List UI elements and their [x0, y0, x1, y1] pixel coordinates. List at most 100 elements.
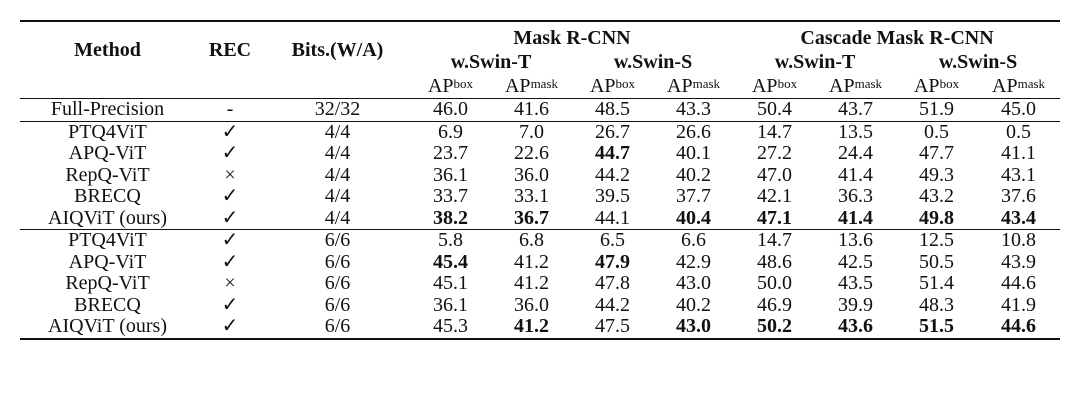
value-cell: 44.2	[595, 293, 630, 316]
value-cell: 43.5	[838, 272, 874, 294]
value-cell: 33.7	[433, 185, 468, 207]
value-cell: 43.1	[1001, 163, 1037, 186]
value-cell: 40.1	[676, 142, 712, 164]
rec-cell: ✓	[195, 120, 265, 143]
value-cell: 46.0	[410, 98, 491, 121]
value-cell: 14.7	[734, 229, 816, 252]
table-row: RepQ-ViT × 6/6 45.1 41.2 47.8 43.0 50.0 43.5 51.4…	[20, 272, 1060, 295]
value-cell: 45.1	[433, 272, 468, 294]
table-row: APQ-ViT ✓ 6/6 45.4 41.2 47.9 42.9 48.6 42.5 50.5 4…	[20, 250, 1060, 274]
bits-cell: 4/4	[324, 142, 351, 164]
rec-cell: ✓	[221, 250, 239, 273]
table-row: APQ-ViT ✓ 4/4 23.7 22.6 44.7 40.1 27.2 24.4 47.7 4…	[20, 142, 1060, 165]
rec-cell: ✓	[221, 185, 239, 207]
bits-cell: 4/4	[324, 206, 351, 229]
value-cell: 42.1	[757, 185, 793, 207]
value-cell: 51.4	[919, 272, 955, 294]
method-cell: AIQViT (ours)	[48, 206, 167, 229]
header-ap-mask: APmask	[815, 74, 897, 99]
value-cell: 43.6	[815, 315, 897, 340]
bits-cell: 4/4	[324, 185, 351, 207]
rec-cell: ×	[224, 163, 236, 186]
value-cell: 45.0	[977, 98, 1061, 121]
value-cell: 26.6	[653, 120, 735, 143]
method-cell: RepQ-ViT	[65, 163, 150, 186]
value-cell: 41.4	[838, 206, 874, 229]
value-cell: 51.9	[896, 98, 978, 121]
value-cell: 22.6	[514, 142, 549, 164]
value-cell: 47.0	[757, 163, 793, 186]
value-cell: 42.9	[676, 250, 712, 273]
value-cell: 47.7	[919, 142, 955, 164]
rec-cell: ×	[224, 272, 236, 294]
bits-cell: 32/32	[265, 98, 410, 121]
value-cell: 49.8	[919, 206, 955, 229]
header-ap-box: APbox	[896, 74, 978, 99]
value-cell: 45.3	[410, 315, 491, 340]
value-cell: 48.5	[572, 98, 653, 121]
value-cell: 43.3	[653, 98, 735, 121]
value-cell: 43.0	[653, 315, 735, 340]
value-cell: 51.5	[896, 315, 978, 340]
value-cell: 47.1	[757, 206, 793, 229]
method-cell: BRECQ	[74, 293, 141, 316]
table-row: PTQ4ViT ✓ 6/6 5.8 6.8 6.5 6.6 14.7 13.6 12.5 10.8	[20, 229, 1061, 252]
value-cell: 50.4	[734, 98, 816, 121]
value-cell: 45.4	[433, 250, 468, 273]
header-ap-box: APbox	[572, 74, 653, 99]
value-cell: 46.9	[757, 293, 793, 316]
rec-cell: ✓	[195, 315, 265, 340]
value-cell: 39.5	[595, 185, 630, 207]
header-cascade-swin-s: w.Swin-S	[938, 51, 1018, 73]
value-cell: 37.6	[1001, 185, 1037, 207]
header-method: Method	[20, 20, 195, 74]
value-cell: 36.3	[838, 185, 874, 207]
header-ap-mask: APmask	[653, 74, 735, 99]
bits-cell: 6/6	[324, 272, 351, 294]
value-cell: 44.7	[595, 142, 630, 164]
value-cell: 43.9	[1001, 250, 1037, 273]
value-cell: 10.8	[977, 229, 1061, 252]
value-cell: 41.6	[491, 98, 572, 121]
value-cell: 41.9	[1001, 293, 1037, 316]
value-cell: 41.4	[838, 163, 874, 186]
rec-cell: ✓	[221, 142, 239, 164]
value-cell: 41.2	[514, 250, 549, 273]
bits-cell: 6/6	[324, 250, 351, 273]
value-cell: 42.5	[838, 250, 874, 273]
value-cell: 14.7	[734, 120, 816, 143]
table-row: Full-Precision -32/32 46.0 41.6 48.5 43.3 50.4…	[20, 98, 1061, 121]
header-rec: REC	[195, 20, 265, 74]
method-cell: APQ-ViT	[68, 250, 147, 273]
value-cell: 36.1	[433, 293, 468, 316]
value-cell: 7.0	[491, 120, 572, 143]
value-cell: 0.5	[977, 120, 1061, 143]
value-cell: 36.0	[514, 293, 549, 316]
table-row: BRECQ ✓ 6/6 36.1 36.0 44.2 40.2 46.9 39.9 48.3 41.…	[20, 293, 1060, 317]
value-cell: 41.1	[1001, 142, 1037, 164]
bits-cell: 6/6	[265, 315, 410, 340]
header-ap-box: APbox	[410, 74, 491, 99]
rec-cell: ✓	[221, 206, 239, 229]
table-row: AIQViT (ours) ✓ 6/6 45.3 41.2 47.5 43.0 50.2 43.…	[20, 315, 1061, 340]
value-cell: 39.9	[838, 293, 874, 316]
value-cell: 41.2	[514, 272, 549, 294]
header-cascade-mask-rcnn: Cascade Mask R-CNN	[734, 20, 1061, 50]
value-cell: 48.6	[757, 250, 793, 273]
method-cell: AIQViT (ours)	[20, 315, 195, 340]
value-cell: 38.2	[433, 206, 468, 229]
value-cell: 49.3	[919, 163, 955, 186]
header-ap-mask: APmask	[977, 74, 1061, 99]
value-cell: 36.7	[514, 206, 549, 229]
value-cell: 44.6	[977, 315, 1061, 340]
value-cell: 33.1	[514, 185, 549, 207]
value-cell: 44.2	[595, 163, 630, 186]
table-row: BRECQ ✓ 4/4 33.7 33.1 39.5 37.7 42.1 36.3 43.2 37.…	[20, 185, 1060, 208]
value-cell: 6.9	[410, 120, 491, 143]
header-cascade-swin-t: w.Swin-T	[774, 51, 856, 73]
value-cell: 26.7	[572, 120, 653, 143]
value-cell: 47.5	[572, 315, 653, 340]
bits-cell: 6/6	[265, 229, 410, 252]
value-cell: 23.7	[433, 142, 468, 164]
header-ap-mask: APmask	[491, 74, 572, 99]
